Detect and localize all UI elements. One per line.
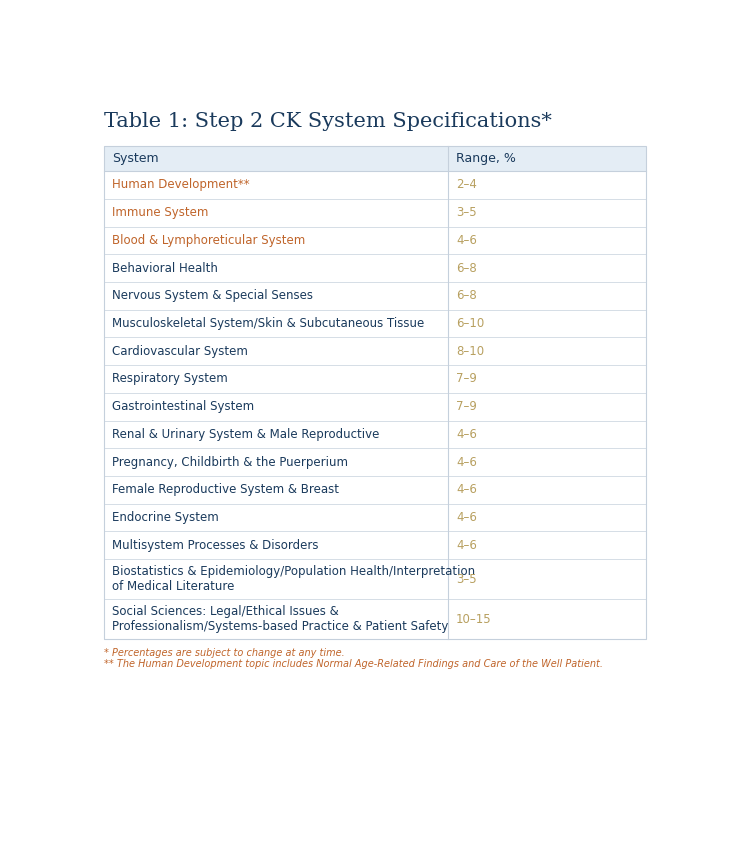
Text: Endocrine System: Endocrine System [112,511,218,524]
Text: 7–9: 7–9 [456,400,477,413]
Text: Social Sciences: Legal/Ethical Issues &: Social Sciences: Legal/Ethical Issues & [112,605,338,617]
Text: 7–9: 7–9 [456,372,477,386]
Bar [104,559,646,600]
Bar [104,282,646,310]
Bar [104,393,646,421]
Text: 10–15: 10–15 [456,613,492,626]
Text: Female Reproductive System & Breast: Female Reproductive System & Breast [112,483,339,496]
Text: Pregnancy, Childbirth & the Puerperium: Pregnancy, Childbirth & the Puerperium [112,455,348,469]
Text: 6–8: 6–8 [456,261,477,275]
Text: 6–10: 6–10 [456,317,485,330]
Text: Range, %: Range, % [456,153,516,165]
Bar [104,532,646,559]
Text: 3–5: 3–5 [456,206,477,219]
Text: 8–10: 8–10 [456,345,485,358]
Bar [104,310,646,338]
Text: Human Development**: Human Development** [112,178,250,192]
Text: Immune System: Immune System [112,206,208,219]
Text: 4–6: 4–6 [456,538,477,552]
Text: Musculoskeletal System/Skin & Subcutaneous Tissue: Musculoskeletal System/Skin & Subcutaneo… [112,317,424,330]
Text: 4–6: 4–6 [456,511,477,524]
Text: Behavioral Health: Behavioral Health [112,261,217,275]
Text: 4–6: 4–6 [456,234,477,247]
Text: 2–4: 2–4 [456,178,477,192]
Bar [104,476,646,504]
Text: 4–6: 4–6 [456,428,477,441]
Text: Table 1: Step 2 CK System Specifications*: Table 1: Step 2 CK System Specifications… [104,112,552,131]
Text: System: System [112,153,158,165]
Bar [104,254,646,282]
Text: Nervous System & Special Senses: Nervous System & Special Senses [112,289,313,302]
Text: Renal & Urinary System & Male Reproductive: Renal & Urinary System & Male Reproducti… [112,428,379,441]
Bar [104,504,646,532]
Text: ** The Human Development topic includes Normal Age-Related Findings and Care of : ** The Human Development topic includes … [104,659,603,669]
Text: Cardiovascular System: Cardiovascular System [112,345,247,358]
Bar [104,365,646,393]
Bar [104,421,646,449]
Bar [104,226,646,254]
Bar [104,338,646,365]
Text: * Percentages are subject to change at any time.: * Percentages are subject to change at a… [104,649,345,658]
Text: 4–6: 4–6 [456,483,477,496]
Bar [104,171,646,198]
Bar [104,147,646,639]
Text: of Medical Literature: of Medical Literature [112,580,234,593]
Text: Blood & Lymphoreticular System: Blood & Lymphoreticular System [112,234,305,247]
Bar [104,198,646,226]
Text: 4–6: 4–6 [456,455,477,469]
Text: Gastrointestinal System: Gastrointestinal System [112,400,254,413]
Text: Respiratory System: Respiratory System [112,372,228,386]
Text: Multisystem Processes & Disorders: Multisystem Processes & Disorders [112,538,318,552]
Bar [104,449,646,476]
Bar [104,147,646,171]
Text: 6–8: 6–8 [456,289,477,302]
Bar [104,600,646,639]
Text: 3–5: 3–5 [456,572,477,586]
Text: Biostatistics & Epidemiology/Population Health/Interpretation: Biostatistics & Epidemiology/Population … [112,565,475,577]
Text: Professionalism/Systems-based Practice & Patient Safety: Professionalism/Systems-based Practice &… [112,620,448,633]
